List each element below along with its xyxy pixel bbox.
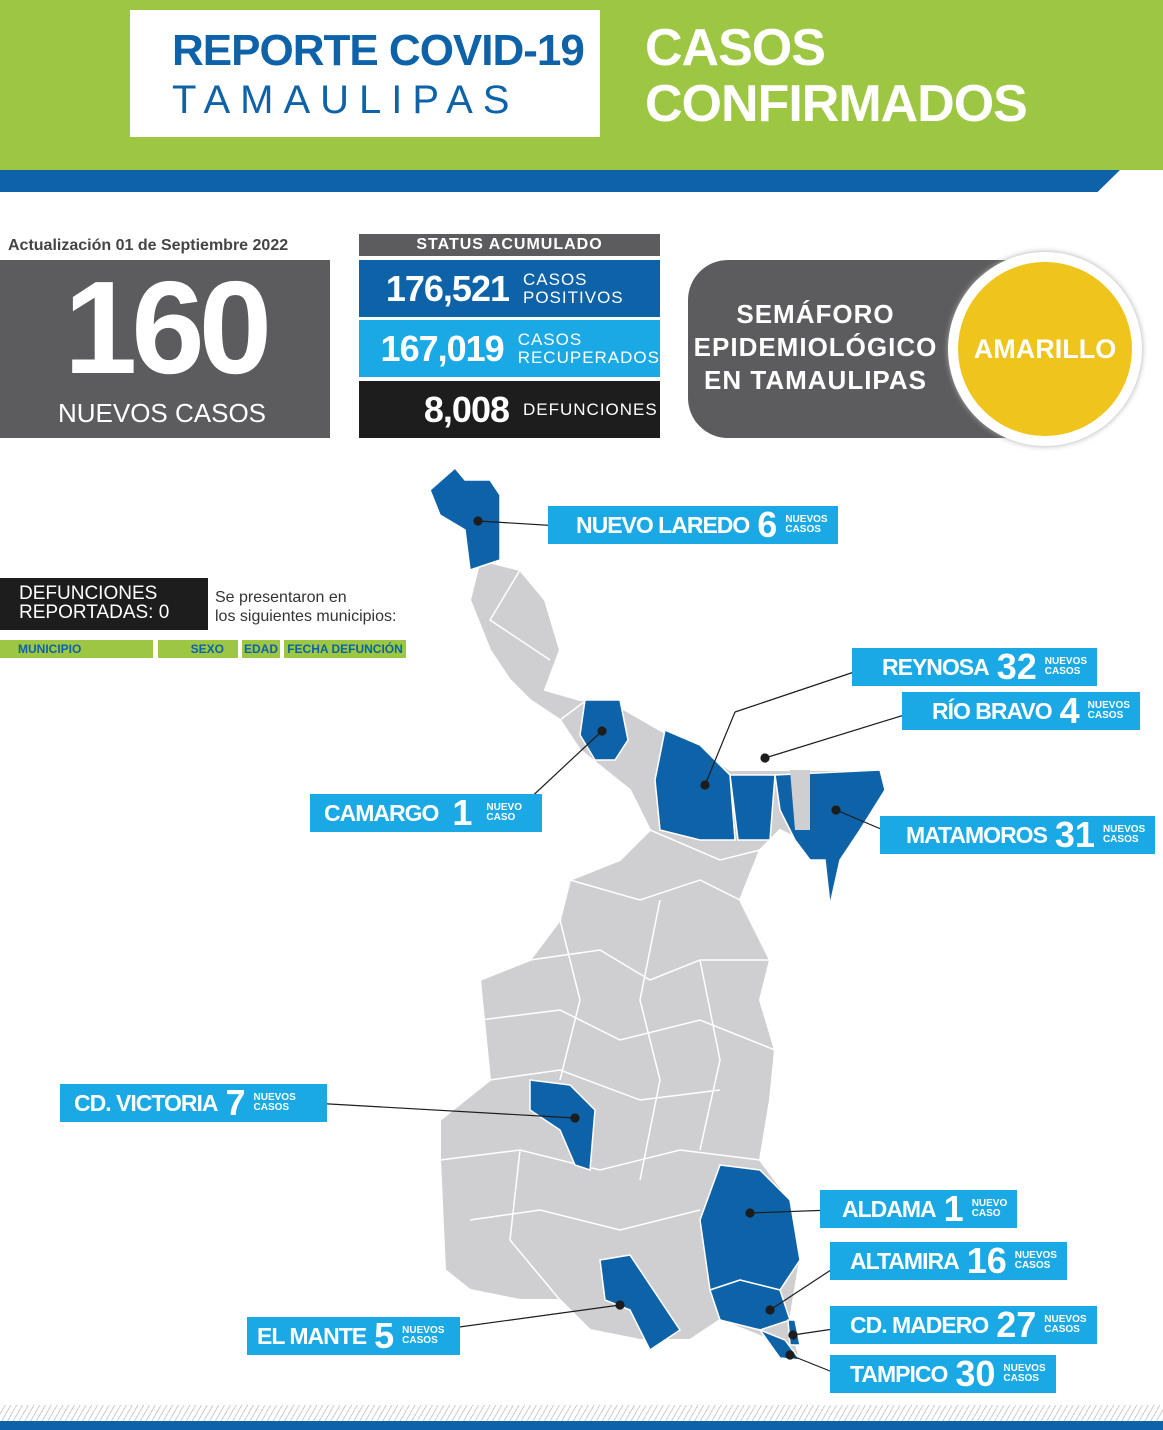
case-count: 16 [966, 1240, 1007, 1281]
status-value: 167,019 [380, 327, 505, 369]
status-title: STATUS ACUMULADO [359, 234, 660, 256]
region-el-mante [599, 1254, 682, 1352]
callout-rio-bravo: RÍO BRAVO 4 NUEVOS CASOS [902, 692, 1140, 730]
semaforo-level: AMARILLO [958, 262, 1132, 436]
callout-reynosa: REYNOSA 32 NUEVOS CASOS [852, 646, 1098, 687]
callout-tampico: TAMPICO 30 NUEVOS CASOS [830, 1355, 1056, 1393]
callout-matamoros: MATAMOROS 31 NUEVOS CASOS [880, 814, 1156, 855]
case-suffix: NUEVOS CASOS [253, 1092, 296, 1113]
callout-cd-madero: CD. MADERO 27 NUEVOS CASOS [830, 1306, 1097, 1344]
status-label-2: POSITIVOS [523, 287, 624, 307]
case-suffix: NUEVOS CASOS [1102, 824, 1146, 845]
case-suffix: NUEVOS CASOS [1044, 1314, 1087, 1335]
deaths-note-1: Se presentaron en [215, 589, 347, 606]
case-count: 7 [225, 1082, 246, 1123]
case-suffix: NUEVOS CASOS [402, 1325, 445, 1346]
status-label: CASOS RECUPERADOS [517, 329, 660, 367]
logo-box [130, 10, 600, 137]
new-cases-box: 160 NUEVOS CASOS [0, 260, 330, 438]
semaforo-line-1: SEMÁFORO [736, 299, 895, 329]
case-suffix: NUEVOS CASOS [1087, 700, 1130, 721]
region-matamoros [774, 769, 886, 906]
region-aldama [699, 1164, 801, 1291]
case-count: 31 [1054, 814, 1095, 855]
state-outline-notch [790, 770, 810, 830]
municipality-name: ALTAMIRA [850, 1248, 960, 1274]
region-rio-bravo [729, 774, 776, 841]
status-value: 176,521 [385, 267, 510, 309]
status-deaths: 8,008 DEFUNCIONES [359, 381, 660, 438]
deaths-line-1: DEFUNCIONES [19, 583, 158, 604]
region-reynosa [654, 728, 736, 841]
status-label: CASOS POSITIVOS [523, 269, 624, 307]
semaforo-line-3: EN TAMAULIPAS [704, 365, 927, 395]
case-count: 1 [452, 792, 473, 833]
case-suffix: NUEVOS CASOS [1044, 656, 1088, 677]
section-title: CASOS CONFIRMADOS [645, 19, 1028, 133]
semaforo-light: AMARILLO [948, 252, 1142, 446]
case-count: 32 [996, 646, 1037, 687]
deaths-reported: DEFUNCIONES REPORTADAS: 0 [0, 578, 208, 630]
municipality-name: CD. VICTORIA [74, 1090, 218, 1116]
callout-cd-victoria: CD. VICTORIA 7 NUEVOS CASOS [60, 1084, 327, 1122]
virus-icon [78, 30, 138, 115]
municipality-name: TAMPICO [850, 1361, 948, 1387]
footer-bar [0, 1421, 1163, 1430]
column-fecha: FECHA DEFUNCIÓN [284, 640, 406, 658]
column-sexo: SEXO [158, 640, 238, 658]
case-suffix: NUEVOS CASOS [1003, 1363, 1046, 1384]
municipality-name: RÍO BRAVO [932, 698, 1053, 724]
status-recovered: 167,019 CASOS RECUPERADOS [359, 320, 660, 377]
callout-camargo: CAMARGO 1 NUEVO CASO [310, 794, 542, 832]
footer-hatch [0, 1405, 1163, 1421]
municipality-name: ALDAMA [842, 1196, 937, 1222]
header-stripe [0, 170, 1120, 192]
case-suffix: NUEVOS CASOS [785, 514, 828, 535]
municipality-name: CD. MADERO [850, 1312, 989, 1338]
report-title: REPORTE COVID-19 [172, 26, 585, 75]
status-label-1: CASOS [517, 329, 583, 349]
case-suffix: NUEVO CASO [971, 1198, 1008, 1219]
municipality-name: REYNOSA [882, 654, 990, 680]
case-count: 27 [996, 1304, 1037, 1345]
municipality-name: CAMARGO [324, 800, 439, 826]
case-count: 6 [757, 504, 778, 545]
municipality-name: EL MANTE [257, 1323, 367, 1349]
status-label-1: DEFUNCIONES [523, 399, 658, 419]
region-nuevo-laredo [429, 466, 501, 572]
status-positive: 176,521 CASOS POSITIVOS [359, 260, 660, 317]
deaths-note-2: los siguientes municipios: [215, 608, 397, 625]
column-edad: EDAD [242, 640, 280, 658]
case-count: 1 [943, 1188, 964, 1229]
semaforo-label: SEMÁFORO EPIDEMIOLÓGICO EN TAMAULIPAS [688, 298, 943, 397]
municipality-name: MATAMOROS [906, 822, 1048, 848]
callout-altamira: ALTAMIRA 16 NUEVOS CASOS [830, 1242, 1067, 1280]
case-suffix: NUEVO CASO [486, 802, 522, 823]
callout-nuevo-laredo: NUEVO LAREDO 6 NUEVOS CASOS [548, 506, 838, 544]
status-value: 8,008 [423, 388, 510, 430]
municipal-borders [439, 569, 776, 1301]
state-title: TAMAULIPAS [172, 78, 520, 122]
deaths-line-2: REPORTADAS: 0 [19, 602, 170, 623]
case-count: 4 [1059, 690, 1080, 731]
status-label-2: RECUPERADOS [517, 347, 660, 367]
new-cases-label: NUEVOS CASOS [57, 398, 267, 428]
semaforo-line-2: EPIDEMIOLÓGICO [693, 332, 938, 362]
case-count: 30 [955, 1353, 996, 1394]
status-label-1: CASOS [523, 269, 588, 289]
state-outline [439, 558, 887, 1363]
column-municipio: MUNICIPIO [0, 640, 153, 658]
section-line-1: CASOS [645, 19, 826, 77]
region-cd-victoria [529, 1079, 596, 1172]
section-line-2: CONFIRMADOS [645, 75, 1028, 133]
case-suffix: NUEVOS CASOS [1014, 1250, 1057, 1271]
deaths-note: Se presentaron en los siguientes municipi… [215, 588, 396, 626]
municipality-name: NUEVO LAREDO [576, 512, 750, 538]
new-cases-value: 160 [63, 260, 272, 401]
case-count: 5 [374, 1315, 395, 1356]
update-date: Actualización 01 de Septiembre 2022 [8, 237, 289, 254]
callout-el-mante: EL MANTE 5 NUEVOS CASOS [247, 1317, 460, 1355]
callout-aldama: ALDAMA 1 NUEVO CASO [820, 1188, 1018, 1229]
